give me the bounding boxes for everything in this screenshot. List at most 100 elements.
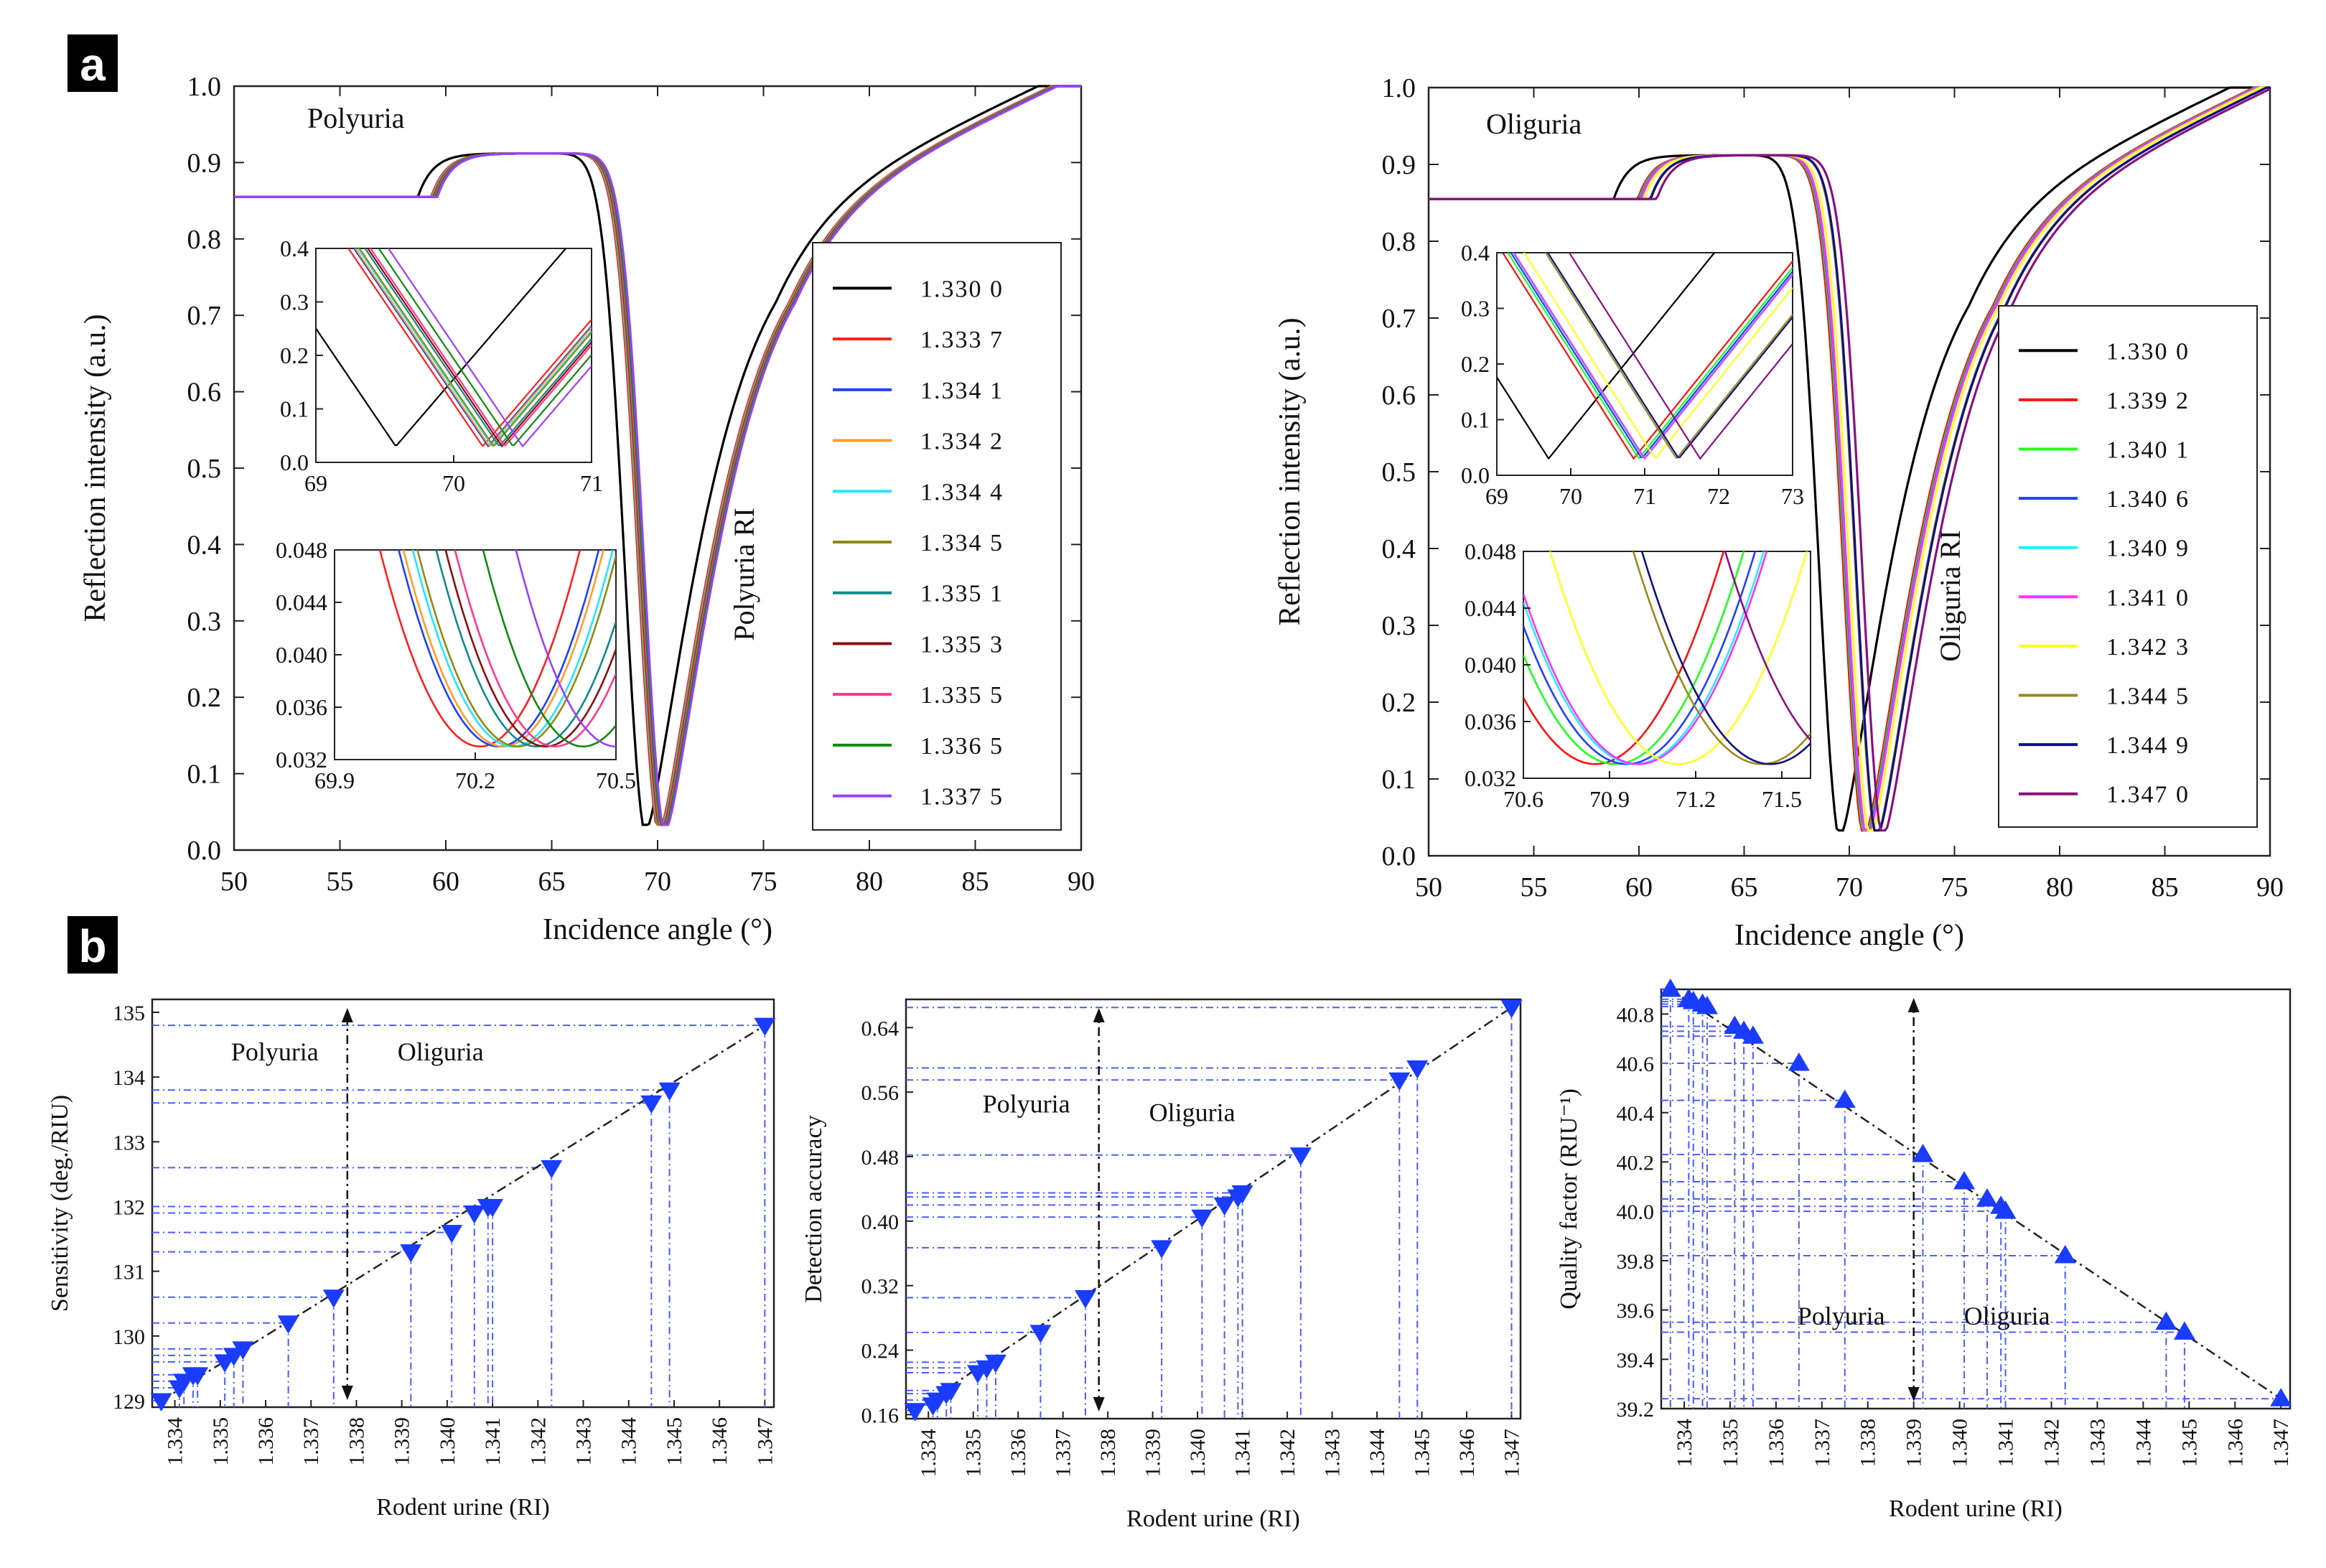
data-point-marker — [232, 1341, 254, 1360]
y-tick-label: 135 — [113, 1002, 145, 1025]
legend-label: 1.342 3 — [2106, 634, 2190, 661]
y-tick-label: 40.6 — [1617, 1053, 1655, 1076]
x-tick-label: 1.335 — [209, 1417, 233, 1466]
inset-series-1-3470 — [1568, 253, 1793, 460]
x-tick-label: 1.346 — [708, 1417, 732, 1466]
x-tick-label: 50 — [1415, 872, 1442, 902]
legend-label: 1.344 5 — [2106, 683, 2190, 710]
inset-y-tick-label: 0.4 — [1461, 240, 1490, 266]
x-tick-label: 90 — [2256, 872, 2284, 902]
inset-series-1-3337 — [347, 248, 592, 447]
inset-series-1-3392 — [1523, 551, 1725, 765]
y-tick-label: 40.8 — [1617, 1003, 1655, 1027]
inset-series-1-3449 — [1546, 253, 1793, 459]
inset-x-tick-label: 71 — [1633, 483, 1656, 509]
inset-x-tick-label: 69 — [1485, 483, 1508, 509]
inset-series-1-3342 — [354, 248, 592, 447]
inset-y-tick-label: 0.048 — [1465, 538, 1516, 564]
data-point-marker — [1994, 1200, 2017, 1219]
legend-box — [1998, 305, 2258, 828]
legend-label: 1.336 5 — [920, 733, 1004, 760]
chart-title: Polyuria — [307, 102, 405, 134]
y-tick-label: 39.2 — [1617, 1398, 1655, 1422]
x-tick-label: 1.336 — [1006, 1429, 1030, 1478]
plot-area — [1660, 988, 2292, 1410]
y-tick-label: 0.1 — [187, 760, 222, 790]
inset-fine-curves — [378, 550, 616, 748]
inset-y-tick-label: 0.3 — [280, 289, 309, 315]
data-point-marker — [463, 1205, 485, 1224]
inset-x-tick-label: 71.5 — [1762, 786, 1802, 812]
y-tick-label: 0.7 — [1382, 304, 1416, 334]
data-point-marker — [984, 1354, 1006, 1373]
legend-label: 1.335 5 — [920, 682, 1004, 709]
y-axis-label: Reflection intensity (a.u.) — [1274, 317, 1307, 625]
y-tick-label: 132 — [113, 1196, 145, 1220]
x-tick-label: 1.347 — [2269, 1419, 2293, 1467]
y-tick-label: 0.16 — [861, 1404, 900, 1427]
y-axis-label: Sensitivity (deg./RIU) — [47, 1095, 73, 1312]
y-tick-label: 39.4 — [1617, 1348, 1655, 1372]
x-tick-label: 65 — [538, 867, 566, 897]
x-tick-label: 70 — [644, 867, 671, 897]
divider-arrow-up — [1907, 998, 1920, 1012]
x-tick-label: 1.340 — [1948, 1419, 1972, 1467]
x-axis-label: Rodent urine (RI) — [1126, 1506, 1300, 1532]
x-tick-label: 1.346 — [2223, 1419, 2247, 1467]
x-tick-label: 1.334 — [1673, 1419, 1696, 1467]
legend-label: 1.330 0 — [920, 276, 1004, 302]
inset-series-1-3365 — [378, 248, 592, 447]
data-point-marker — [2270, 1388, 2292, 1406]
inset-x-tick-label: 70 — [442, 470, 465, 496]
chart-title: Oliguria — [1486, 108, 1582, 140]
inset-series-1-3355 — [369, 248, 592, 447]
plot-area — [151, 998, 775, 1409]
x-tick-label: 55 — [1521, 872, 1548, 902]
inset-x-tick-label: 69.9 — [314, 767, 355, 793]
data-point-marker — [482, 1199, 504, 1218]
inset-series-1-3341 — [352, 248, 592, 448]
x-tick-label: 60 — [1625, 872, 1653, 902]
data-point-marker — [400, 1244, 422, 1263]
data-point-marker — [1788, 1053, 1810, 1071]
data-point-marker — [441, 1225, 463, 1243]
data-point-marker — [2054, 1245, 2076, 1264]
data-point-marker — [1696, 996, 1718, 1014]
x-axis-label: Incidence angle (°) — [1734, 919, 1964, 952]
x-tick-label: 1.338 — [1096, 1429, 1120, 1478]
region-label-right: Oliguria — [1964, 1302, 2050, 1330]
inset-series-1-3375 — [387, 248, 592, 448]
inset-series-1-3345 — [416, 550, 616, 748]
inset-x-tick-label: 70 — [1559, 483, 1582, 509]
inset-series-1-3406 — [1523, 551, 1757, 765]
inset-y-tick-label: 0.0 — [1461, 462, 1490, 488]
y-axis-label: Quality factor (RIU⁻¹) — [1556, 1088, 1582, 1310]
inset-series-1-3406 — [1510, 253, 1793, 459]
y-tick-label: 134 — [113, 1066, 145, 1090]
data-point-marker — [1289, 1147, 1312, 1166]
inset-fine-box — [334, 549, 617, 760]
data-point-marker — [1388, 1072, 1411, 1091]
y-tick-label: 0.24 — [861, 1340, 900, 1363]
inset-y-tick-label: 0.040 — [276, 642, 327, 668]
y-tick-label: 0.40 — [861, 1210, 900, 1234]
divider-arrow-down — [1093, 1397, 1105, 1411]
inset-series-1-3353 — [444, 550, 616, 748]
polyuria-reflection-chart: 50 55 60 65 70 75 80 85 90 0.0 0.1 0.2 0.3 0.4 0.5 0.6 0… — [79, 72, 1095, 946]
legend-label: 1.339 2 — [2106, 388, 2190, 414]
x-tick-label: 65 — [1731, 872, 1758, 902]
inset-y-tick-label: 0.036 — [276, 694, 327, 720]
data-point-marker — [1976, 1188, 1998, 1207]
data-point-marker — [1912, 1144, 1934, 1162]
inset-series-1-3410 — [1523, 551, 1768, 765]
inset-series-1-3344 — [411, 550, 614, 747]
inset-series-1-3342 — [402, 550, 604, 748]
region-label-left: Polyuria — [231, 1037, 319, 1066]
x-tick-label: 1.337 — [1811, 1419, 1834, 1467]
detection-accuracy-chart: 1.334 1.335 1.336 1.337 1.338 1.339 1.340 1.341… — [800, 998, 1524, 1532]
data-point-marker — [640, 1095, 663, 1114]
y-tick-label: 0.6 — [1382, 381, 1416, 411]
y-tick-label: 0.8 — [1382, 227, 1416, 257]
inset-series-1-3401 — [1523, 551, 1745, 765]
inset-series-1-3300 — [1497, 253, 1716, 460]
